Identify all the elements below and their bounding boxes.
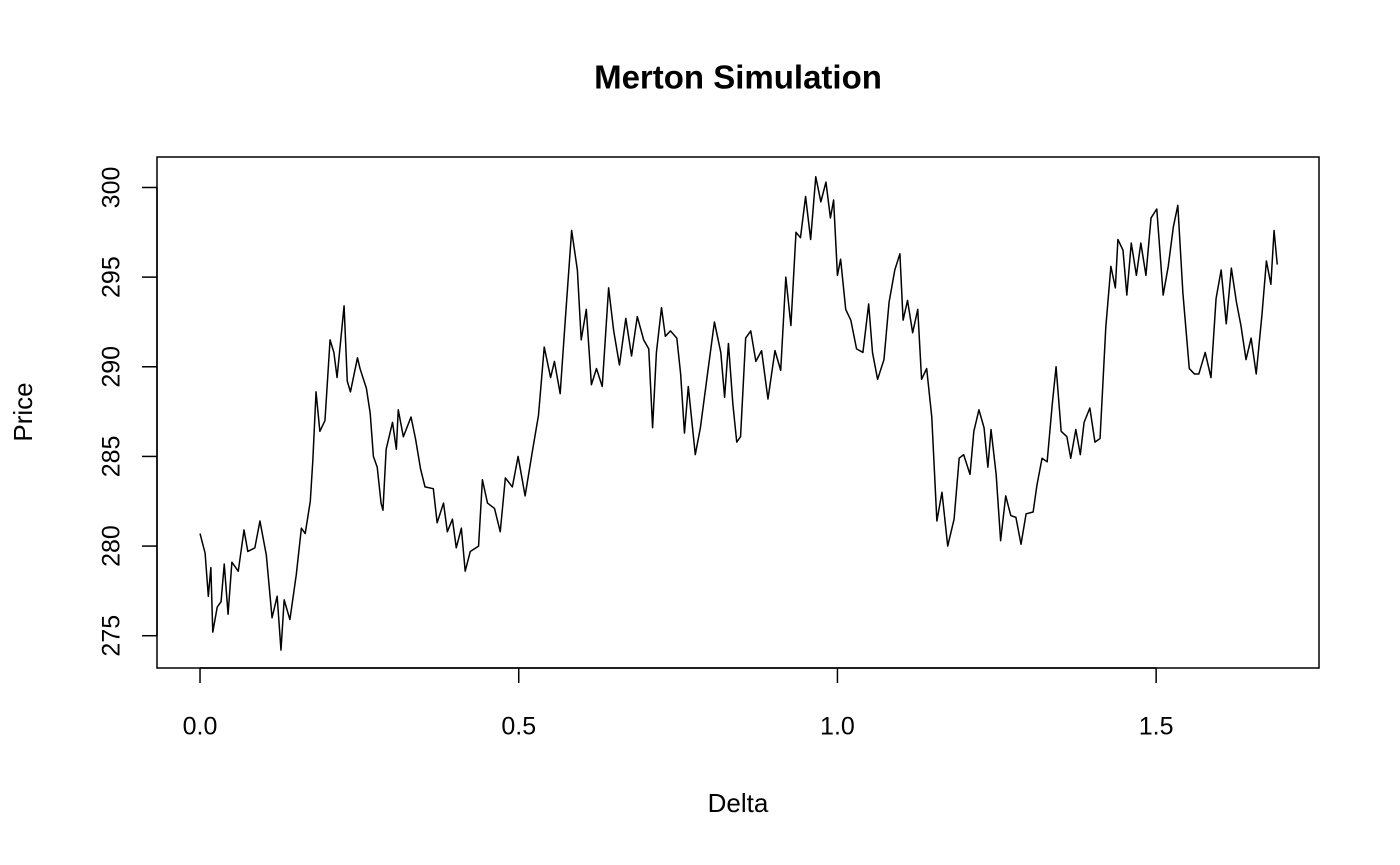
y-tick-label: 295 <box>98 256 126 298</box>
x-tick-label: 1.5 <box>1139 713 1174 741</box>
x-tick-label: 0.5 <box>501 713 536 741</box>
y-tick-label: 280 <box>98 525 126 567</box>
plot-box <box>156 156 1320 669</box>
y-tick-label: 285 <box>98 436 126 478</box>
x-tick-label: 0.0 <box>183 713 218 741</box>
y-tick-label: 290 <box>98 346 126 388</box>
price-line <box>199 175 1278 651</box>
x-tick-label: 1.0 <box>820 713 855 741</box>
y-tick-label: 300 <box>98 167 126 209</box>
y-tick-label: 275 <box>98 615 126 657</box>
x-axis-label: Delta <box>708 788 769 818</box>
chart-title: Merton Simulation <box>594 59 882 96</box>
y-axis-label: Price <box>8 382 38 441</box>
